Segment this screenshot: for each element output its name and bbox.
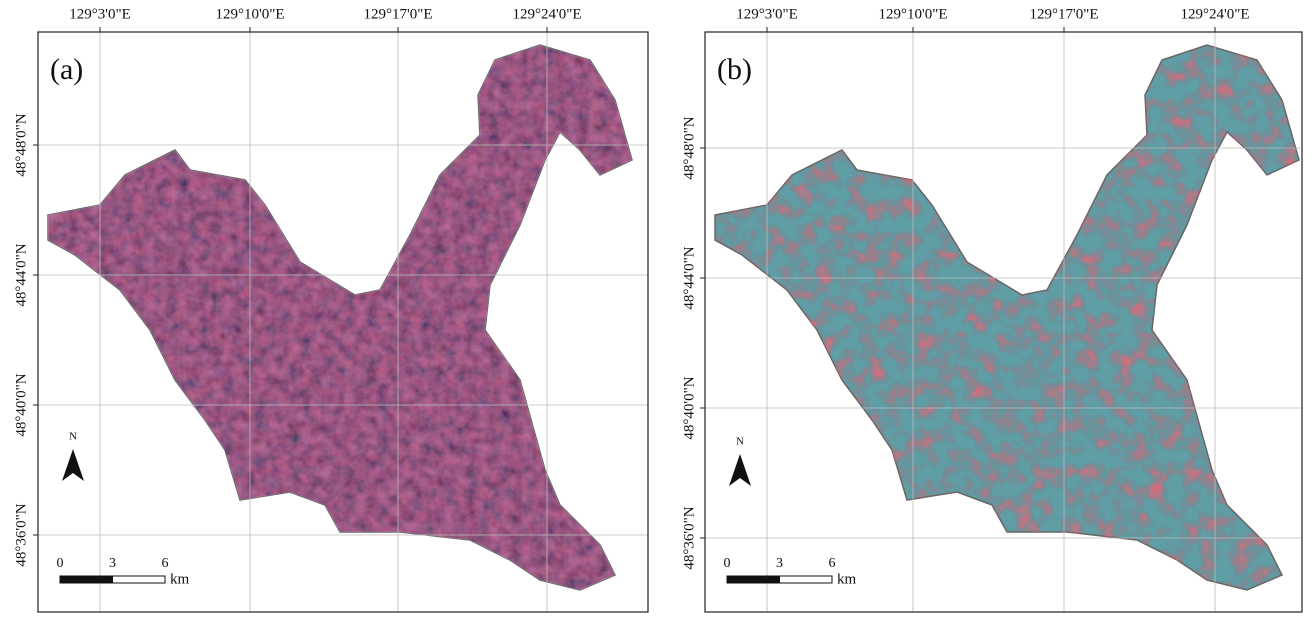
scale-label: 6	[829, 556, 836, 571]
north-arrow	[62, 449, 84, 481]
latitude-label: 48°48'0"N	[681, 116, 697, 179]
longitude-label: 129°3'0"E	[69, 6, 131, 22]
scale-bar-white	[113, 576, 166, 583]
longitude-label: 129°17'0"E	[1030, 6, 1099, 22]
longitude-label: 129°17'0"E	[364, 6, 433, 22]
latitude-label: 48°44'0"N	[681, 246, 697, 309]
scale-unit: km	[837, 571, 857, 587]
scale-bar-white	[780, 576, 833, 583]
panel-label: (a)	[50, 53, 83, 86]
longitude-label: 129°24'0"E	[1181, 6, 1250, 22]
longitude-label: 129°10'0"E	[879, 6, 948, 22]
imagery-texture	[705, 32, 1302, 612]
scale-bar-black	[727, 576, 780, 583]
scale-label: 6	[162, 556, 169, 571]
panel-label: (b)	[717, 53, 752, 86]
map-panel: 129°3'0"E 129°10'0"E 129°17'0"E 129°24'0"E 4…	[13, 6, 648, 612]
scale-unit: km	[170, 571, 190, 587]
figure: 129°3'0"E 129°10'0"E 129°17'0"E 129°24'0"E 4…	[0, 0, 1314, 620]
map-panel: 129°3'0"E 129°10'0"E 129°17'0"E 129°24'0"E 4…	[681, 6, 1302, 612]
scale-label: 0	[57, 556, 64, 571]
north-label: N	[69, 431, 77, 443]
scale-label: 3	[776, 556, 783, 571]
latitude-label: 48°40'0"N	[13, 373, 29, 436]
latitude-label: 48°48'0"N	[13, 113, 29, 176]
latitude-label: 48°40'0"N	[681, 376, 697, 439]
longitude-label: 129°3'0"E	[736, 6, 798, 22]
imagery-texture	[38, 32, 648, 612]
north-label: N	[736, 436, 744, 448]
north-arrow	[729, 454, 751, 486]
latitude-label: 48°36'0"N	[681, 506, 697, 569]
scale-label: 3	[109, 556, 116, 571]
scale-bar-black	[60, 576, 113, 583]
scale-label: 0	[724, 556, 731, 571]
latitude-label: 48°44'0"N	[13, 243, 29, 306]
longitude-label: 129°10'0"E	[216, 6, 285, 22]
longitude-label: 129°24'0"E	[513, 6, 582, 22]
latitude-label: 48°36'0"N	[13, 503, 29, 566]
